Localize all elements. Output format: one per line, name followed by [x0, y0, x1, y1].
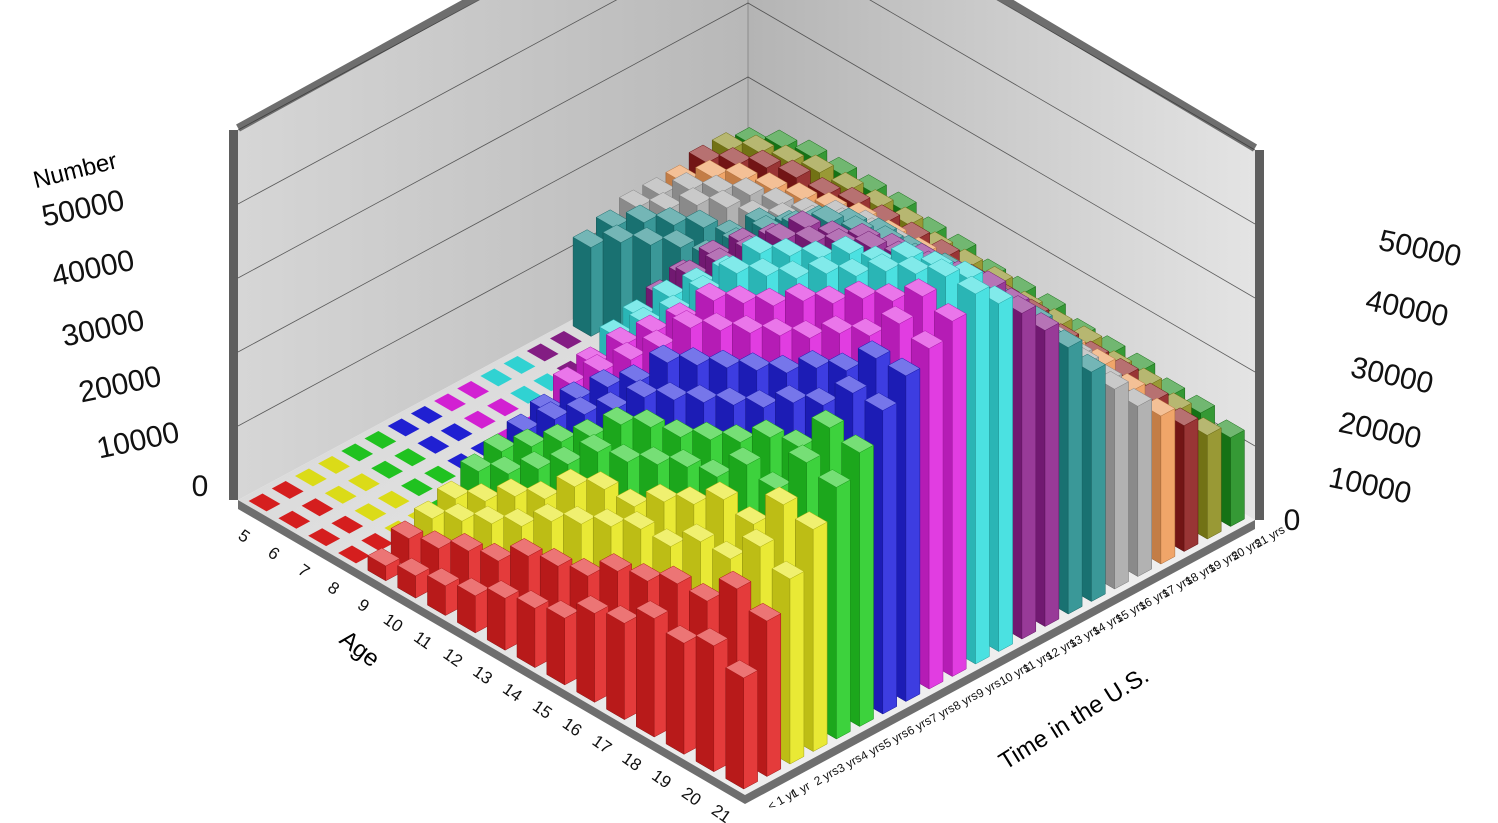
- floor-marker: [318, 456, 350, 474]
- floor-marker: [387, 418, 420, 437]
- floor-marker: [377, 490, 410, 509]
- age-tick: 15: [529, 696, 555, 722]
- floor-marker: [550, 331, 582, 349]
- y-tick-right: 50000: [1376, 224, 1464, 274]
- age-axis-title: Age: [334, 625, 384, 673]
- floor-marker: [424, 465, 456, 484]
- floor-marker: [417, 435, 450, 454]
- age-tick: 10: [380, 610, 406, 636]
- bar: [635, 600, 669, 738]
- y-tick-left: 40000: [49, 244, 137, 294]
- y-tick-left: 50000: [39, 184, 127, 234]
- y-tick-left: 30000: [59, 304, 147, 354]
- frame-left: [229, 130, 238, 500]
- y-axis-left: 0 10000 20000 30000 40000 50000 Number: [31, 147, 209, 503]
- age-tick: 19: [648, 766, 674, 792]
- floor-marker: [463, 410, 496, 429]
- bar: [486, 580, 520, 651]
- y-tick-right: 0: [1284, 504, 1301, 537]
- gridline: [237, 2, 1256, 299]
- age-tick: 11: [410, 627, 435, 653]
- floor-marker: [271, 481, 304, 499]
- age-tick: 20: [678, 783, 704, 809]
- age-tick: 18: [619, 749, 645, 775]
- floor-marker: [324, 485, 357, 504]
- floor-marker: [278, 510, 311, 529]
- age-tick: 5: [235, 526, 254, 547]
- bar: [456, 577, 490, 634]
- bar: [546, 600, 580, 686]
- age-tick: 6: [265, 543, 284, 564]
- floor-marker: [354, 503, 387, 522]
- gridline: [237, 0, 1256, 225]
- y-tick-right: 30000: [1348, 351, 1436, 401]
- floor-marker: [331, 515, 364, 534]
- y-axis-right: 0 10000 20000 30000 40000 50000: [1284, 224, 1465, 537]
- bar: [516, 590, 550, 669]
- age-tick: 16: [559, 714, 585, 740]
- age-tick: 21: [708, 801, 734, 823]
- gridline: [237, 0, 1256, 151]
- floor-marker: [487, 398, 519, 417]
- floor-edge-left: [238, 500, 745, 804]
- age-tick: 14: [499, 679, 525, 705]
- y-tick-right: 20000: [1336, 406, 1424, 456]
- floor-marker: [480, 368, 513, 387]
- floor-marker: [371, 460, 403, 479]
- floor-marker: [401, 478, 433, 497]
- age-tick: 8: [324, 578, 343, 599]
- bars: [367, 127, 1245, 790]
- frame-right: [1255, 150, 1264, 520]
- age-tick: 9: [354, 595, 373, 616]
- floor-marker: [248, 493, 281, 512]
- floor-marker: [364, 431, 397, 449]
- floor-marker: [361, 533, 394, 551]
- bar: [695, 627, 729, 773]
- y-tick-right: 40000: [1363, 284, 1451, 334]
- floor-marker: [341, 443, 374, 462]
- bar: [397, 557, 431, 599]
- bar: [572, 229, 606, 337]
- bar: [605, 605, 639, 721]
- floor-marker: [308, 528, 341, 547]
- y-tick-left: 20000: [76, 360, 164, 410]
- floor-marker: [457, 381, 489, 399]
- y-tick-left: 10000: [94, 416, 182, 466]
- age-tick: 17: [589, 731, 615, 757]
- bar: [426, 567, 460, 616]
- floor-marker: [394, 448, 427, 467]
- floor-marker: [295, 468, 327, 487]
- floor-marker: [526, 343, 559, 362]
- floor-marker: [503, 356, 536, 374]
- time-tick: 21 yrs: [1252, 522, 1287, 550]
- bar: [725, 659, 759, 790]
- y-tick-left: 0: [192, 470, 209, 503]
- floor-marker: [348, 473, 380, 492]
- bar: [576, 595, 610, 703]
- floor-marker: [440, 423, 473, 442]
- floor-marker: [434, 393, 466, 412]
- bar: [665, 625, 699, 755]
- y-tick-right: 10000: [1326, 461, 1414, 511]
- age-tick: 12: [440, 644, 466, 670]
- gridline: [237, 76, 1256, 373]
- floor-marker: [338, 545, 370, 564]
- age-tick: 7: [294, 560, 313, 581]
- floor-marker: [301, 498, 334, 517]
- age-tick: 13: [469, 662, 495, 688]
- bar: [367, 547, 401, 582]
- floor-edge-right: [745, 520, 1255, 804]
- frame-top: [236, 0, 1258, 152]
- floor-marker: [410, 406, 443, 424]
- left-wall: [238, 0, 748, 500]
